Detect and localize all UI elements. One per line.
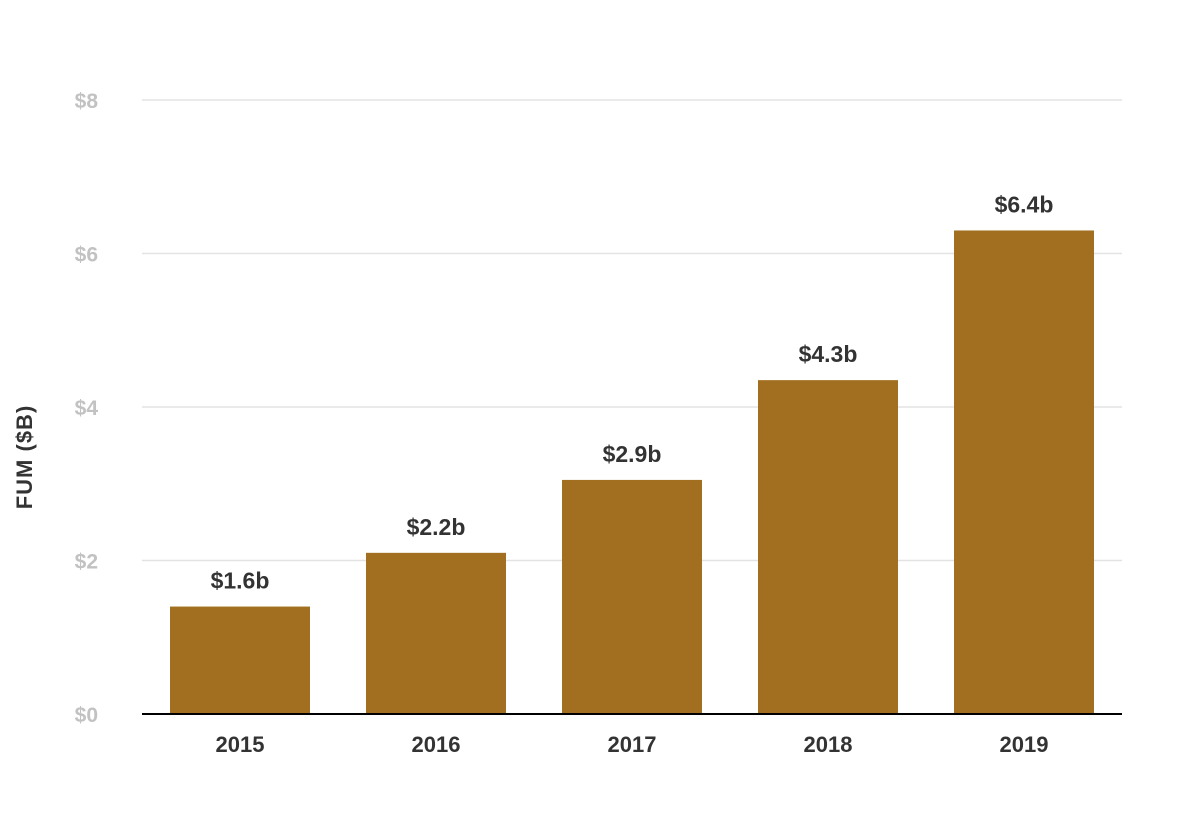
y-tick-label: $8	[75, 90, 99, 113]
x-tick-label: 2019	[1000, 732, 1049, 757]
x-tick-label: 2017	[608, 732, 657, 757]
data-label: $2.2b	[407, 514, 466, 540]
bar	[758, 380, 898, 714]
data-labels: $1.6b $2.2b $2.9b $4.3b $6.4b	[211, 191, 1054, 593]
bar	[170, 606, 310, 714]
bar	[954, 230, 1094, 714]
bar	[366, 552, 506, 714]
x-axis-ticks: 2015 2016 2017 2018 2019	[216, 732, 1049, 757]
data-label: $1.6b	[211, 568, 270, 594]
data-label: $6.4b	[995, 191, 1054, 217]
y-tick-label: $0	[75, 704, 98, 727]
data-label: $2.9b	[603, 441, 662, 467]
y-tick-label: $2	[75, 551, 98, 574]
data-label: $4.3b	[799, 341, 858, 367]
bars	[170, 230, 1094, 714]
x-tick-label: 2015	[216, 732, 265, 757]
y-tick-label: $6	[75, 244, 98, 267]
y-axis-ticks: $0 $2 $4 $6 $8	[75, 90, 99, 727]
x-tick-label: 2016	[412, 732, 461, 757]
y-tick-label: $4	[75, 397, 99, 420]
y-axis-label: FUM ($B)	[12, 405, 37, 510]
bar	[562, 479, 702, 714]
x-tick-label: 2018	[804, 732, 853, 757]
